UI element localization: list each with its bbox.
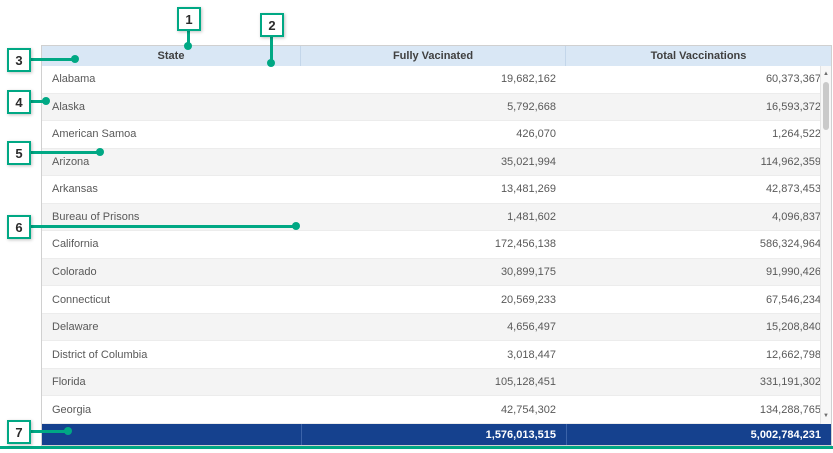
scrollbar-thumb[interactable] — [823, 82, 829, 130]
table-body: Alabama 19,682,162 60,373,367 Alaska 5,792,6… — [42, 66, 831, 424]
cell-total-vaccinations: 114,962,359 — [760, 155, 821, 168]
cell-state: American Samoa — [52, 128, 137, 141]
cell-state: California — [52, 238, 99, 251]
table-row[interactable]: Alaska 5,792,668 16,593,372 — [42, 93, 831, 122]
annotation-callout-7: 7 — [7, 420, 31, 444]
cell-state: Alabama — [52, 73, 96, 86]
cell-state: Georgia — [52, 403, 92, 416]
table-row[interactable]: Colorado 30,899,175 91,990,426 — [42, 258, 831, 287]
cell-fully-vaccinated: 4,656,497 — [507, 321, 556, 334]
cell-fully-vaccinated: 105,128,451 — [494, 376, 556, 389]
totals-cell-fully-vaccinated: 1,576,013,515 — [301, 424, 566, 445]
annotation-dot-2 — [267, 59, 275, 67]
annotation-callout-5: 5 — [7, 141, 31, 165]
cell-state: Alaska — [52, 100, 86, 113]
cell-total-vaccinations: 586,324,964 — [759, 238, 821, 251]
annotation-line-3 — [30, 58, 74, 61]
cell-fully-vaccinated: 13,481,269 — [500, 183, 556, 196]
table-row[interactable]: Georgia 42,754,302 134,288,765 — [42, 396, 831, 424]
cell-state: Delaware — [52, 321, 99, 334]
vertical-scrollbar[interactable]: ▲ ▼ — [820, 66, 831, 424]
cell-state: Florida — [52, 376, 86, 389]
annotation-callout-6: 6 — [7, 215, 31, 239]
cell-total-vaccinations: 12,662,798 — [765, 348, 821, 361]
cell-state: Connecticut — [52, 293, 111, 306]
cell-state: Arkansas — [52, 183, 98, 196]
annotation-dot-7 — [64, 427, 72, 435]
annotation-line-6 — [30, 225, 296, 228]
table-header-row: State Fully Vacinated Total Vaccinations — [42, 46, 831, 66]
annotation-dot-4 — [42, 97, 50, 105]
cell-total-vaccinations: 134,288,765 — [759, 403, 821, 416]
table-row[interactable]: District of Columbia 3,018,447 12,662,798 — [42, 341, 831, 369]
cell-state: Arizona — [52, 155, 90, 168]
scroll-down-icon[interactable]: ▼ — [823, 413, 829, 419]
table-row[interactable]: California 172,456,138 586,324,964 — [42, 231, 831, 259]
cell-total-vaccinations: 1,264,522 — [772, 128, 821, 141]
cell-fully-vaccinated: 30,899,175 — [500, 265, 556, 278]
column-header-total-vaccinations[interactable]: Total Vaccinations — [650, 50, 747, 62]
annotation-line-7 — [30, 430, 68, 433]
cell-fully-vaccinated: 1,481,602 — [507, 210, 556, 223]
annotation-dot-5 — [96, 148, 104, 156]
annotation-callout-4: 4 — [7, 90, 31, 114]
column-header-fully-vaccinated[interactable]: Fully Vacinated — [301, 46, 566, 66]
annotation-dot-3 — [71, 55, 79, 63]
totals-cell-total-vaccinations: 5,002,784,231 — [566, 424, 831, 445]
cell-total-vaccinations: 91,990,426 — [765, 265, 821, 278]
cell-total-vaccinations: 42,873,453 — [765, 183, 821, 196]
cell-fully-vaccinated: 35,021,994 — [500, 155, 556, 168]
column-header-state[interactable]: State — [42, 46, 301, 66]
bottom-accent-rule — [0, 446, 833, 449]
table-row[interactable]: American Samoa 426,070 1,264,522 — [42, 121, 831, 149]
table-row[interactable]: Delaware 4,656,497 15,208,840 — [42, 313, 831, 342]
cell-total-vaccinations: 15,208,840 — [765, 321, 821, 334]
cell-total-vaccinations: 60,373,367 — [765, 73, 821, 86]
cell-fully-vaccinated: 42,754,302 — [500, 403, 556, 416]
cell-fully-vaccinated: 426,070 — [516, 128, 556, 141]
cell-state: Bureau of Prisons — [52, 210, 140, 223]
vaccination-data-table: State Fully Vacinated Total Vaccinations… — [41, 45, 832, 446]
annotation-line-5 — [30, 151, 100, 154]
totals-cell-state — [42, 424, 301, 445]
table-row[interactable]: Florida 105,128,451 331,191,302 — [42, 368, 831, 397]
annotation-callout-1: 1 — [177, 7, 201, 31]
cell-total-vaccinations: 331,191,302 — [759, 376, 821, 389]
cell-total-vaccinations: 67,546,234 — [765, 293, 821, 306]
table-row[interactable]: Arkansas 13,481,269 42,873,453 — [42, 176, 831, 204]
annotation-line-4 — [30, 100, 45, 103]
cell-total-vaccinations: 16,593,372 — [765, 100, 821, 113]
cell-fully-vaccinated: 20,569,233 — [500, 293, 556, 306]
annotation-line-2 — [270, 36, 273, 62]
scroll-up-icon[interactable]: ▲ — [823, 71, 829, 77]
cell-total-vaccinations: 4,096,837 — [772, 210, 821, 223]
annotation-callout-2: 2 — [260, 13, 284, 37]
annotation-dot-1 — [184, 42, 192, 50]
cell-state: Colorado — [52, 265, 97, 278]
cell-fully-vaccinated: 172,456,138 — [494, 238, 556, 251]
cell-state: District of Columbia — [52, 348, 148, 361]
cell-fully-vaccinated: 19,682,162 — [500, 73, 556, 86]
table-row[interactable]: Arizona 35,021,994 114,962,359 — [42, 148, 831, 177]
totals-row: 1,576,013,515 5,002,784,231 — [42, 424, 831, 445]
annotation-dot-6 — [292, 222, 300, 230]
table-row[interactable]: Alabama 19,682,162 60,373,367 — [42, 66, 831, 94]
annotation-callout-3: 3 — [7, 48, 31, 72]
cell-fully-vaccinated: 3,018,447 — [507, 348, 556, 361]
annotation-line-1 — [187, 30, 190, 45]
cell-fully-vaccinated: 5,792,668 — [507, 100, 556, 113]
table-row[interactable]: Connecticut 20,569,233 67,546,234 — [42, 286, 831, 314]
